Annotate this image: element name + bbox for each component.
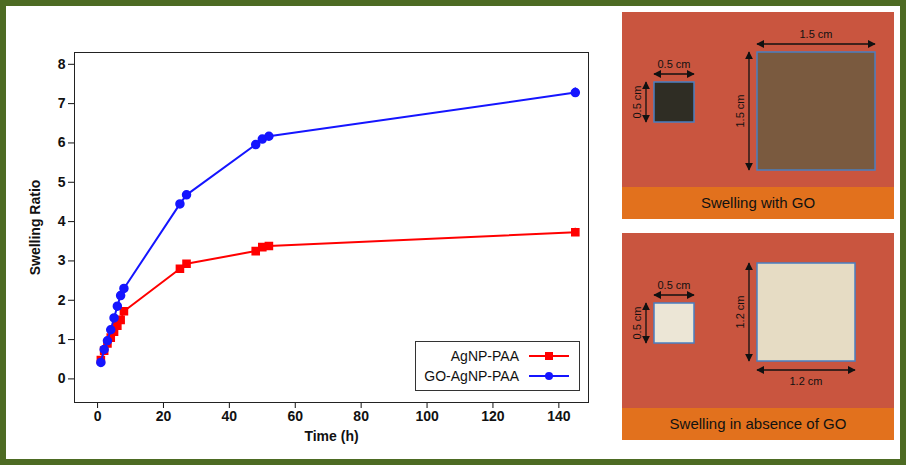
html-text:AgNP-PAA: AgNP-PAA	[450, 348, 519, 364]
svg-text:100: 100	[415, 408, 439, 424]
svg-text:0.5 cm: 0.5 cm	[631, 306, 643, 339]
svg-text:20: 20	[156, 408, 172, 424]
svg-text:7: 7	[58, 95, 66, 111]
svg-text:1.2 cm: 1.2 cm	[734, 295, 746, 328]
svg-text:1: 1	[58, 331, 66, 347]
svg-text:2: 2	[58, 292, 66, 308]
svg-text:0.5 cm: 0.5 cm	[631, 85, 643, 118]
svg-text:0: 0	[94, 408, 102, 424]
svg-text:Time (h): Time (h)	[304, 428, 358, 444]
svg-text:0.5 cm: 0.5 cm	[657, 279, 690, 291]
svg-text:Swelling with GO: Swelling with GO	[701, 194, 815, 211]
svg-text:1.5 cm: 1.5 cm	[799, 28, 832, 40]
svg-text:80: 80	[353, 408, 369, 424]
svg-text:140: 140	[547, 408, 571, 424]
svg-text:5: 5	[58, 174, 66, 190]
svg-text:1.2 cm: 1.2 cm	[789, 375, 822, 387]
svg-text:4: 4	[58, 213, 66, 229]
svg-text:Swelling in absence of GO: Swelling in absence of GO	[670, 415, 847, 432]
svg-text:6: 6	[58, 134, 66, 150]
svg-text:1.5 cm: 1.5 cm	[734, 94, 746, 127]
svg-text:40: 40	[222, 408, 238, 424]
svg-text:8: 8	[58, 56, 66, 72]
svg-text:3: 3	[58, 252, 66, 268]
svg-text:0: 0	[58, 370, 66, 386]
svg-text:120: 120	[481, 408, 505, 424]
svg-text:60: 60	[287, 408, 303, 424]
svg-text:0.5 cm: 0.5 cm	[657, 58, 690, 70]
svg-text:Swelling Ratio: Swelling Ratio	[27, 180, 43, 276]
html-text:GO-AgNP-PAA: GO-AgNP-PAA	[424, 368, 519, 384]
